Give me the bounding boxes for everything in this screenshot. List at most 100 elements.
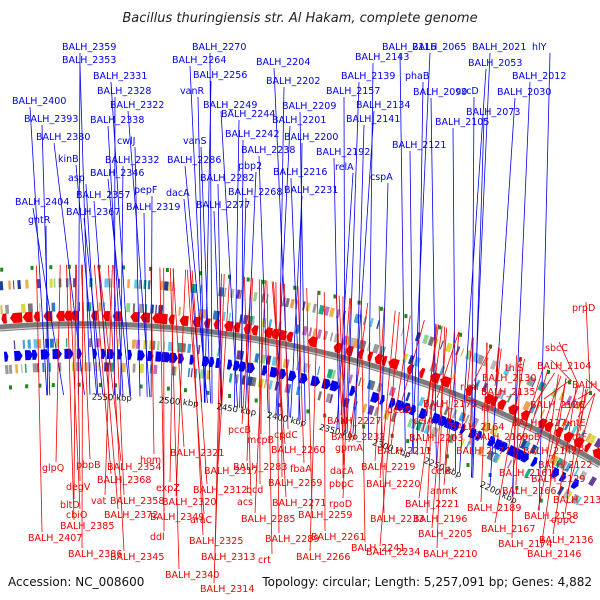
forward-gene-label: BALH_2231 <box>284 185 338 196</box>
forward-gene-label: BALH_2192 <box>316 147 370 158</box>
forward-gene-label: hlY <box>532 42 547 53</box>
reverse-gene-label: BALH_2313 <box>201 552 255 563</box>
reverse-gene-label: BALH_2385 <box>60 521 114 532</box>
kbp-tick-label: 2550 kbp <box>92 393 132 404</box>
forward-gene-label: BALH_2282 <box>200 173 254 184</box>
forward-gene-label: BALH_2332 <box>105 155 159 166</box>
genome-summary: Topology: circular; Length: 5,257,091 bp… <box>261 575 592 589</box>
reverse-gene-label: BALH_2169 <box>474 432 528 443</box>
reverse-gene-label: pccB <box>228 425 251 436</box>
reverse-gene-label: BALH_2164 <box>450 422 504 433</box>
reverse-gene-label: crt <box>258 555 271 566</box>
reverse-gene-label: fbaA <box>290 464 312 475</box>
forward-cog-track <box>13 338 597 487</box>
reverse-gene-label: BALH_2233 <box>370 514 424 525</box>
reverse-gene-label: cbiO <box>66 510 87 521</box>
reverse-gene-label: BALH_2131 <box>553 495 600 506</box>
reverse-gene-label: dacA <box>330 466 354 477</box>
reverse-gene-label: imrB <box>562 443 584 454</box>
reverse-gene-label: araC <box>190 515 213 526</box>
reverse-gene-label: BALH_2325 <box>189 536 243 547</box>
reverse-gene-label: BALH_2259 <box>298 510 352 521</box>
forward-gene-label: cspA <box>370 172 393 183</box>
reverse-gene-label: acs <box>237 497 253 508</box>
reverse-gene-label: BALH_2312 <box>193 485 247 496</box>
reverse-gene-label: BALH_2211 <box>377 446 431 457</box>
forward-gene-label: BALH_2249 <box>203 100 257 111</box>
reverse-gene-label: BALH_2142 <box>523 446 577 457</box>
reverse-gene-label: BALH_2173 <box>423 399 477 410</box>
forward-gene-label: pbp2 <box>238 161 262 172</box>
map-title: Bacillus thuringiensis str. Al Hakam, co… <box>122 11 477 26</box>
forward-gene-label: BALH_2201 <box>272 115 326 126</box>
reverse-gene-label: BALH_2167 <box>481 524 535 535</box>
reverse-gene-label: oppC <box>551 515 576 526</box>
reverse-gene-label: cpdC <box>274 430 298 441</box>
reverse-gene-label: BALH_2127 <box>512 418 566 429</box>
reverse-gene-label: gpmA <box>335 443 363 454</box>
forward-gene-label: BALH_2319 <box>126 202 180 213</box>
forward-gene-label: BALH_2030 <box>497 87 551 98</box>
forward-gene-label: BALH_2065 <box>412 42 466 53</box>
reverse-gene-label: anmK <box>430 486 458 497</box>
reverse-gene-label: BALH_2161 <box>499 468 553 479</box>
kbp-tick-label: 2450 kbp <box>216 402 257 418</box>
forward-gene-label: BALH_2404 <box>15 197 69 208</box>
forward-gene-label: BALH_2204 <box>256 57 310 68</box>
forward-gene-label: vanS <box>183 136 207 147</box>
reverse-gene-label: BALH_2158 <box>524 511 578 522</box>
reverse-gene-label: bcd <box>246 485 263 496</box>
reverse-gene-label: entF <box>566 432 587 443</box>
reverse-gene-label: entC <box>564 400 587 411</box>
forward-gene-label: BALH_2322 <box>110 100 164 111</box>
forward-gene-label: BALH_2134 <box>356 100 410 111</box>
reverse-gene-label: sbcC <box>545 343 568 354</box>
reverse-gene-label: BALH_2241 <box>351 543 405 554</box>
reverse-gene-label: BALH_2135 <box>481 387 535 398</box>
forward-gene-label: BALH_2286 <box>167 155 221 166</box>
reverse-gene-label: BALH_2261 <box>311 532 365 543</box>
reverse-gene-label: BALH_2196 <box>413 514 467 525</box>
reverse-gene-label: expZ <box>156 483 180 494</box>
reverse-gene-label: BALH_2232 <box>331 432 385 443</box>
reverse-gene-label: BALH_2407 <box>28 533 82 544</box>
gene-labels: BALH_2359 BALH_2353 BALH_2331 BALH_2328 BALH… <box>12 42 600 595</box>
reverse-gene-label: rimI <box>481 403 500 414</box>
reverse-gene-label: mcpB <box>247 435 274 446</box>
reverse-gene-label: oppB <box>516 432 540 443</box>
forward-gene-label: BALH_2256 <box>193 70 247 81</box>
reverse-gene-label: glpQ <box>42 463 64 474</box>
forward-gene-label: BALH_2139 <box>341 71 395 82</box>
feature-tracks <box>0 278 600 506</box>
reverse-gene-label: BALH_2219 <box>361 462 415 473</box>
forward-gene-label: BALH_2116 <box>382 42 436 53</box>
reverse-gene-label: pbpC <box>329 479 354 490</box>
reverse-gene-label: BALH_2269 <box>268 478 322 489</box>
reverse-gene-label: BALH_2126 <box>530 400 584 411</box>
reverse-gene-label: BALH_2372 <box>104 510 158 521</box>
reverse-gene-label: BALH_2203 <box>409 433 463 444</box>
forward-gene-label: BALH_2268 <box>228 187 282 198</box>
forward-gene-label: BALH_2073 <box>466 107 520 118</box>
reverse-gene-label: bltD <box>60 500 80 511</box>
forward-gene-label: BALH_2331 <box>93 71 147 82</box>
forward-gene-label: BALH_2393 <box>24 114 78 125</box>
forward-gene-label: BALH_2012 <box>512 71 566 82</box>
reverse-gene-label: degV <box>66 482 91 493</box>
reverse-gene-label: BALH_2266 <box>296 552 350 563</box>
reverse-gene-label: BALH_2260 <box>271 445 325 456</box>
reverse-gene-label: BALH_2210 <box>423 549 477 560</box>
reverse-gene-label: prpD <box>572 303 595 314</box>
reverse-gene-label: BALH_2104 <box>537 361 591 372</box>
reverse-gene-label: rimI <box>460 382 479 393</box>
forward-gene-label: BALH_2367 <box>66 207 120 218</box>
reverse-gene-label: BALH_2314 <box>200 584 254 595</box>
reverse-gene-label: BALH_2205 <box>418 529 472 540</box>
reverse-gene-label: entE <box>564 418 586 429</box>
forward-gene-label: phaB <box>405 71 429 82</box>
reverse-gene-label: BALH_2368 <box>97 475 151 486</box>
reverse-gene-label: rpoD <box>329 499 352 510</box>
reverse-gene-label: BALH_2146 <box>527 549 581 560</box>
forward-gene-label: cwlJ <box>117 136 135 147</box>
forward-gene-label: BALH_2242 <box>225 129 279 140</box>
